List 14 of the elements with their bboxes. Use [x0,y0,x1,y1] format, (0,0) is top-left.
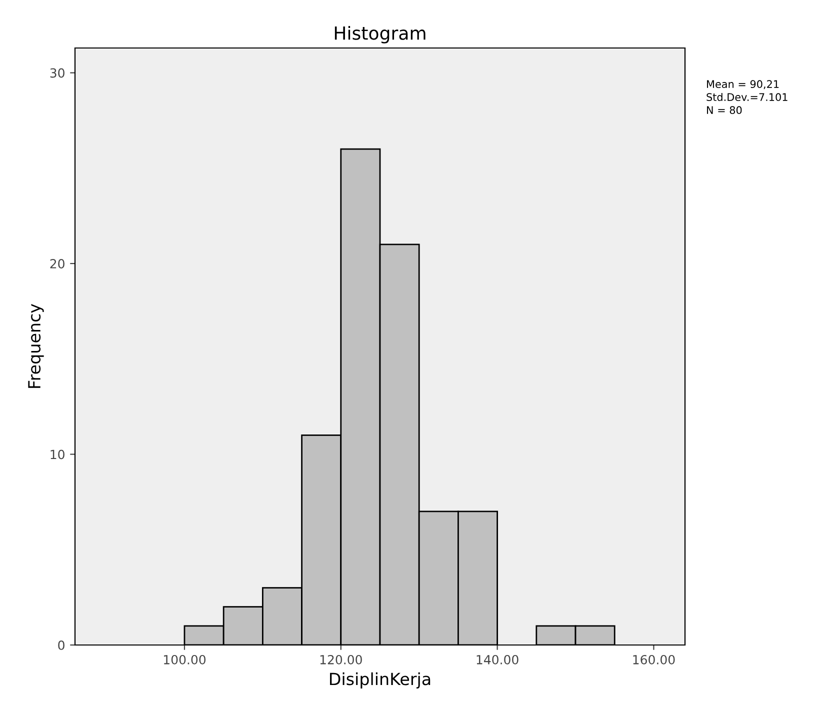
x-axis-title: DisiplinKerja [330,672,430,689]
x-tick-label: 160.00 [633,654,675,664]
text: N = 80 [707,106,742,114]
text: Mean = 90,21 [707,80,779,90]
y-tick-label: 30 [50,68,64,78]
x-tick-label: 140.00 [476,654,518,664]
y-tick-label: 20 [50,259,64,268]
y-tick-label: 0 [58,640,64,650]
y-tick-label: 10 [50,450,64,460]
x-tick-label: 100.00 [164,654,206,664]
text: Std.Dev.=7.101 [706,92,788,102]
chart-title: Histogram [334,26,426,44]
x-tick-label: 120.00 [320,654,362,664]
y-axis-title: Frequency [28,304,44,388]
